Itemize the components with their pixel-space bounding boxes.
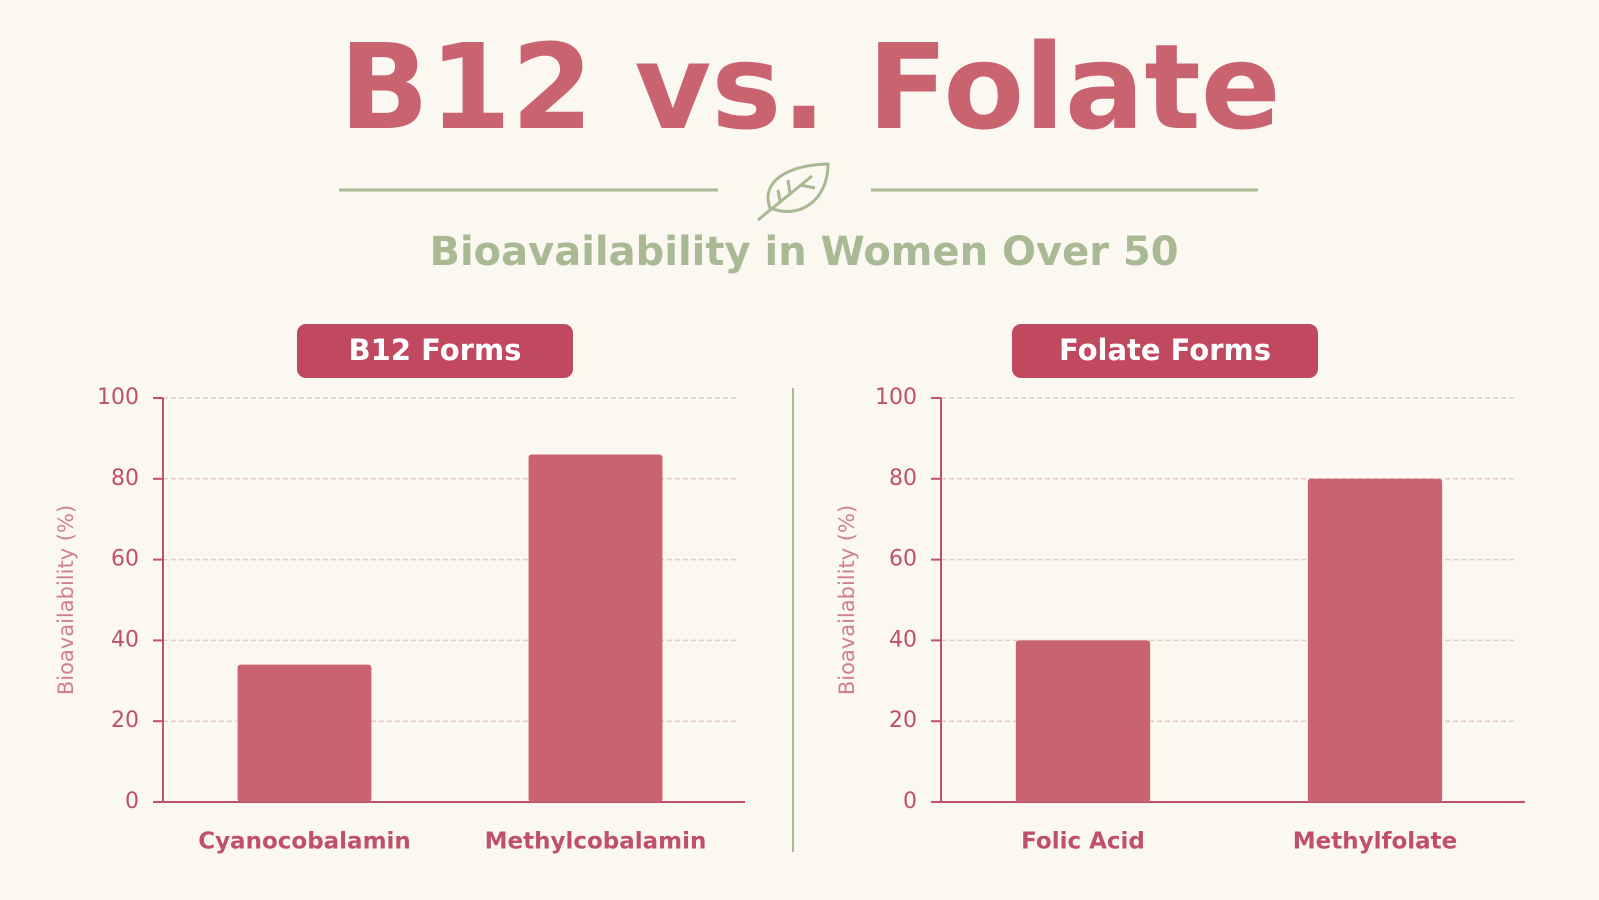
chart-title: Folate Forms <box>1059 333 1271 367</box>
y-tick-label: 80 <box>889 466 917 491</box>
bar <box>528 454 663 802</box>
bar <box>1307 478 1443 802</box>
y-tick-label: 40 <box>889 627 917 652</box>
y-tick-label: 40 <box>111 627 139 652</box>
y-axis-label: Bioavailability (%) <box>54 505 78 695</box>
y-tick-label: 60 <box>111 547 139 572</box>
page-title: B12 vs. Folate <box>339 18 1281 156</box>
y-tick-label: 100 <box>875 385 917 410</box>
bar <box>1015 640 1151 802</box>
x-tick-label: Methylcobalamin <box>485 829 707 855</box>
y-tick-label: 60 <box>889 547 917 572</box>
chart-badge <box>297 324 573 378</box>
y-tick-label: 0 <box>125 789 139 814</box>
y-tick-label: 100 <box>97 385 139 410</box>
bar <box>237 664 372 802</box>
subtitle: Bioavailability in Women Over 50 <box>429 229 1178 275</box>
y-tick-label: 20 <box>111 708 139 733</box>
x-tick-label: Folic Acid <box>1021 829 1145 855</box>
leaf-icon <box>757 162 830 222</box>
chart-badge <box>1012 324 1318 378</box>
x-tick-label: Cyanocobalamin <box>198 829 411 855</box>
y-tick-label: 80 <box>111 466 139 491</box>
y-axis-label: Bioavailability (%) <box>835 505 859 695</box>
y-tick-label: 20 <box>889 708 917 733</box>
y-tick-label: 0 <box>903 789 917 814</box>
chart-title: B12 Forms <box>349 333 522 367</box>
x-tick-label: Methylfolate <box>1293 829 1458 855</box>
